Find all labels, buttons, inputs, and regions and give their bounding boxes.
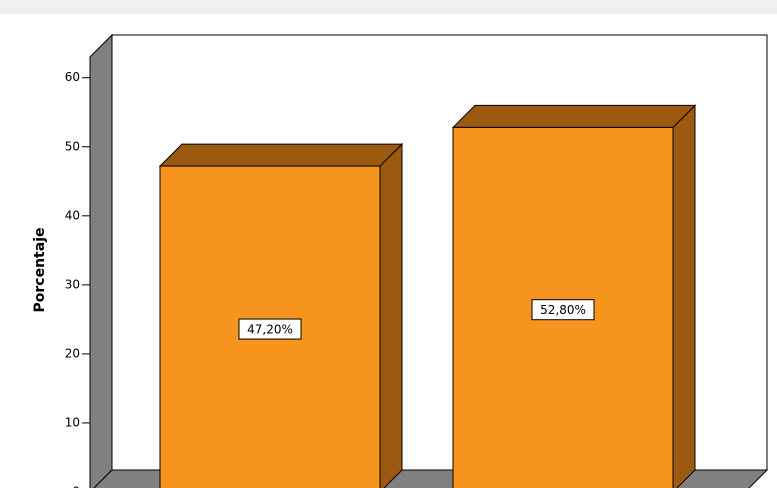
y-tick-label: 40 — [65, 208, 80, 222]
y-tick-label: 0 — [72, 485, 80, 488]
value-label-box — [531, 299, 595, 321]
y-tick-label: 30 — [65, 277, 80, 291]
bar-top — [451, 104, 697, 128]
bar-top — [158, 143, 404, 167]
y-axis-label: Porcentaje — [32, 228, 48, 313]
value-label-box — [238, 318, 302, 340]
value-label: 47,20% — [247, 323, 293, 337]
y-tick-label: 20 — [65, 346, 80, 360]
bar-side — [672, 104, 696, 488]
value-label: 52,80% — [540, 303, 586, 317]
y-tick-label: 60 — [65, 70, 80, 84]
y-tick-label: 50 — [65, 139, 80, 153]
y-tick-label: 10 — [65, 415, 80, 429]
left-wall — [89, 33, 113, 488]
bar-side — [379, 142, 403, 488]
